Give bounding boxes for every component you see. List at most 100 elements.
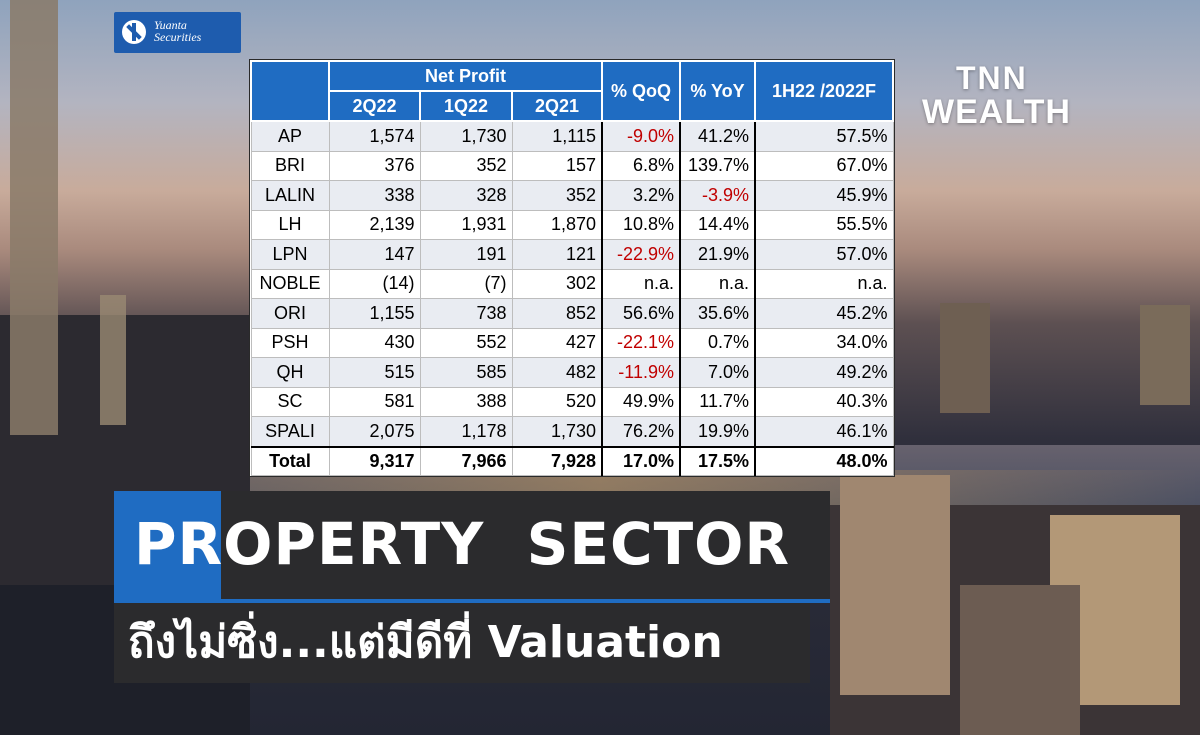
headline-banner: PROPERTY SECTOR <box>114 491 830 603</box>
header-net-profit: Net Profit <box>328 60 603 92</box>
net-profit-1q22-cell: 1,931 <box>419 209 513 240</box>
net-profit-2q21-cell: 352 <box>511 180 603 211</box>
yoy-cell: 35.6% <box>679 298 756 329</box>
building <box>840 475 950 695</box>
company-cell: AP <box>250 120 330 152</box>
table-row: SC 581 388 520 49.9% 11.7% 40.3% <box>250 386 894 417</box>
yoy-cell: n.a. <box>679 268 756 299</box>
table-row: NOBLE (14) (7) 302 n.a. n.a. n.a. <box>250 268 894 299</box>
net-profit-2q21-cell: 520 <box>511 386 603 417</box>
header-1q22: 1Q22 <box>419 90 513 122</box>
ratio-cell: 57.0% <box>754 239 894 270</box>
qoq-cell: -22.9% <box>601 239 681 270</box>
net-profit-1q22-cell: 585 <box>419 357 513 388</box>
qoq-cell: 76.2% <box>601 416 681 447</box>
yoy-cell: -3.9% <box>679 180 756 211</box>
net-profit-1q22-cell: 1,730 <box>419 120 513 152</box>
company-cell: ORI <box>250 298 330 329</box>
qoq-cell: 6.8% <box>601 150 681 181</box>
net-profit-2q21-cell: 852 <box>511 298 603 329</box>
yuanta-line1: Yuanta <box>154 18 187 32</box>
ratio-cell: n.a. <box>754 268 894 299</box>
yoy-cell: 139.7% <box>679 150 756 181</box>
headline-accent-block <box>114 491 221 599</box>
ratio-cell: 49.2% <box>754 357 894 388</box>
net-profit-1q22-cell: 388 <box>419 386 513 417</box>
net-profit-2q21-cell: 302 <box>511 268 603 299</box>
qoq-cell: n.a. <box>601 268 681 299</box>
yoy-cell: 14.4% <box>679 209 756 240</box>
net-profit-2q21-cell: 482 <box>511 357 603 388</box>
company-cell: QH <box>250 357 330 388</box>
net-profit-table: Net Profit % QoQ % YoY 1H22 /2022F 2Q22 … <box>250 60 894 476</box>
qoq-cell: 17.0% <box>601 445 681 476</box>
ratio-cell: 45.9% <box>754 180 894 211</box>
net-profit-2q21-cell: 7,928 <box>511 445 603 476</box>
ratio-cell: 40.3% <box>754 386 894 417</box>
net-profit-2q21-cell: 121 <box>511 239 603 270</box>
total-row: Total 9,317 7,966 7,928 17.0% 17.5% 48.0% <box>250 445 894 476</box>
net-profit-1q22-cell: 191 <box>419 239 513 270</box>
net-profit-2q22-cell: 2,139 <box>328 209 421 240</box>
yuanta-mark-icon <box>122 20 146 44</box>
company-cell: BRI <box>250 150 330 181</box>
ratio-cell: 55.5% <box>754 209 894 240</box>
tnn-wealth-logo: TNN WEALTH <box>922 62 1071 130</box>
net-profit-1q22-cell: 738 <box>419 298 513 329</box>
net-profit-2q21-cell: 1,870 <box>511 209 603 240</box>
building <box>100 295 126 425</box>
ratio-cell: 46.1% <box>754 416 894 447</box>
yoy-cell: 0.7% <box>679 327 756 358</box>
headline-title: PROPERTY SECTOR <box>134 510 791 578</box>
net-profit-2q21-cell: 427 <box>511 327 603 358</box>
net-profit-2q22-cell: 9,317 <box>328 445 421 476</box>
table-row: BRI 376 352 157 6.8% 139.7% 67.0% <box>250 150 894 181</box>
ratio-cell: 45.2% <box>754 298 894 329</box>
yoy-cell: 11.7% <box>679 386 756 417</box>
net-profit-2q22-cell: (14) <box>328 268 421 299</box>
company-cell: SPALI <box>250 416 330 447</box>
qoq-cell: 49.9% <box>601 386 681 417</box>
building <box>960 585 1080 735</box>
net-profit-1q22-cell: 328 <box>419 180 513 211</box>
yoy-cell: 41.2% <box>679 120 756 152</box>
table-row: LALIN 338 328 352 3.2% -3.9% 45.9% <box>250 180 894 211</box>
company-cell: LALIN <box>250 180 330 211</box>
net-profit-1q22-cell: (7) <box>419 268 513 299</box>
net-profit-2q21-cell: 1,115 <box>511 120 603 152</box>
table-row: LH 2,139 1,931 1,870 10.8% 14.4% 55.5% <box>250 209 894 240</box>
net-profit-1q22-cell: 552 <box>419 327 513 358</box>
company-cell: NOBLE <box>250 268 330 299</box>
qoq-cell: -11.9% <box>601 357 681 388</box>
ratio-cell: 48.0% <box>754 445 894 476</box>
tnn-logo-line1: TNN <box>956 60 1028 96</box>
table-row: LPN 147 191 121 -22.9% 21.9% 57.0% <box>250 239 894 270</box>
qoq-cell: 56.6% <box>601 298 681 329</box>
net-profit-1q22-cell: 7,966 <box>419 445 513 476</box>
ratio-cell: 34.0% <box>754 327 894 358</box>
qoq-cell: 3.2% <box>601 180 681 211</box>
net-profit-2q22-cell: 338 <box>328 180 421 211</box>
tnn-logo-line2: WEALTH <box>922 93 1071 131</box>
yoy-cell: 19.9% <box>679 416 756 447</box>
qoq-cell: -9.0% <box>601 120 681 152</box>
table-row: PSH 430 552 427 -22.1% 0.7% 34.0% <box>250 327 894 358</box>
table-row: ORI 1,155 738 852 56.6% 35.6% 45.2% <box>250 298 894 329</box>
qoq-cell: 10.8% <box>601 209 681 240</box>
qoq-cell: -22.1% <box>601 327 681 358</box>
net-profit-1q22-cell: 352 <box>419 150 513 181</box>
net-profit-2q22-cell: 2,075 <box>328 416 421 447</box>
building <box>1140 305 1190 405</box>
company-cell: LPN <box>250 239 330 270</box>
header-company <box>250 60 330 122</box>
yuanta-securities-logo: Yuanta Securities <box>114 12 241 53</box>
net-profit-2q22-cell: 1,574 <box>328 120 421 152</box>
ratio-cell: 57.5% <box>754 120 894 152</box>
building <box>10 0 58 435</box>
subheadline-banner: ถึงไม่ซิ่ง...แต่มีดีที่ Valuation <box>114 603 810 683</box>
net-profit-1q22-cell: 1,178 <box>419 416 513 447</box>
building <box>940 303 990 413</box>
net-profit-2q22-cell: 430 <box>328 327 421 358</box>
table-row: AP 1,574 1,730 1,115 -9.0% 41.2% 57.5% <box>250 120 894 152</box>
net-profit-2q21-cell: 1,730 <box>511 416 603 447</box>
